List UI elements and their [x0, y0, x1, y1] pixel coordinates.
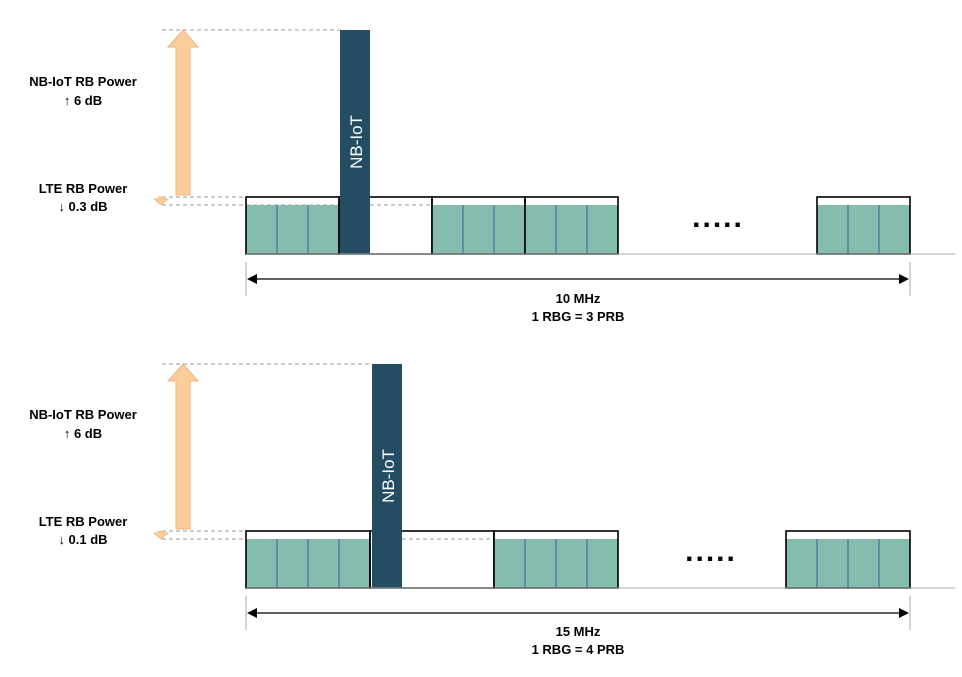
rbg-block	[785, 530, 911, 589]
nbiot-carrier-label: NB-IoT	[379, 449, 398, 503]
ellipsis-dots: .....	[685, 535, 737, 568]
lte-power-label: LTE RB Power	[39, 514, 128, 529]
bandwidth-arrow-right-icon	[899, 608, 909, 618]
nbiot-power-value: ↑ 6 dB	[64, 93, 102, 108]
nbiot-carrier-bar	[372, 364, 402, 588]
power-boost-up-arrow-icon	[166, 29, 200, 196]
bandwidth-arrow-right-icon	[899, 274, 909, 284]
nbiot-power-label: NB-IoT RB Power	[29, 407, 137, 422]
rbg-block	[816, 196, 911, 255]
bandwidth-arrow-left-icon	[247, 608, 257, 618]
rbg-block	[431, 196, 526, 255]
lte-power-value: ↓ 0.1 dB	[58, 532, 107, 547]
rbg-block	[245, 530, 371, 589]
rbg-block	[493, 530, 619, 589]
power-reduce-down-arrow-icon	[152, 530, 170, 540]
nbiot-power-value: ↑ 6 dB	[64, 426, 102, 441]
power-reduce-down-arrow-icon	[152, 196, 170, 206]
panel-15mhz: NB-IoT RB Power ↑ 6 dB LTE RB Power ↓ 0.…	[29, 363, 955, 657]
rbg-size-label: 1 RBG = 4 PRB	[532, 642, 625, 657]
panel-10mhz: NB-IoT RB Power ↑ 6 dB LTE RB Power ↓ 0.…	[29, 29, 955, 324]
rbg-size-label: 1 RBG = 3 PRB	[532, 309, 625, 324]
nbiot-carrier-bar	[340, 30, 370, 254]
lte-power-value: ↓ 0.3 dB	[58, 199, 107, 214]
nbiot-power-label: NB-IoT RB Power	[29, 74, 137, 89]
rbg-block	[524, 196, 619, 255]
power-boost-up-arrow-icon	[166, 363, 200, 530]
rbg-block	[245, 196, 340, 255]
nbiot-carrier-label: NB-IoT	[347, 115, 366, 169]
ellipsis-dots: .....	[692, 201, 744, 234]
bandwidth-label: 10 MHz	[556, 291, 601, 306]
lte-power-label: LTE RB Power	[39, 181, 128, 196]
bandwidth-arrow-left-icon	[247, 274, 257, 284]
bandwidth-label: 15 MHz	[556, 624, 601, 639]
